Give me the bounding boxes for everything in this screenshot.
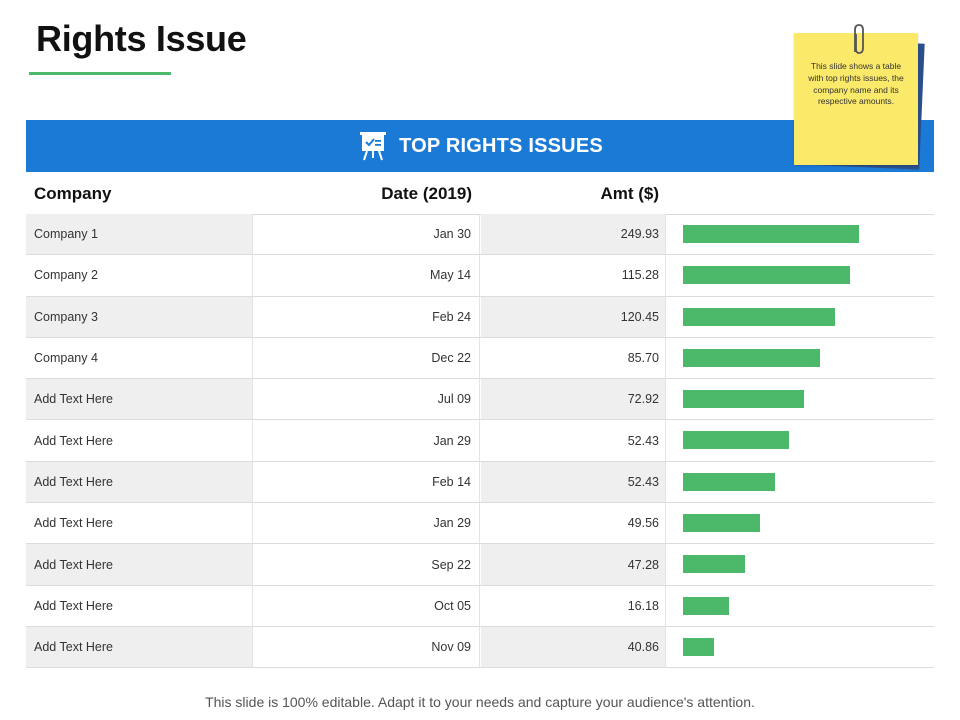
- table-header: Company Date (2019) Amt ($): [26, 172, 934, 215]
- presentation-board-icon: [360, 132, 387, 161]
- table-row: Add Text Here Jan 29 49.56: [26, 503, 934, 545]
- table-banner: TOP RIGHTS ISSUES: [26, 120, 934, 172]
- paperclip-icon: [854, 24, 864, 54]
- table-row: Add Text Here Jul 09 72.92: [26, 379, 934, 421]
- amount-bar: [683, 390, 804, 409]
- company-cell: Add Text Here: [26, 420, 253, 461]
- bar-cell: [667, 462, 934, 502]
- bar-cell: [667, 379, 934, 419]
- date-cell: Nov 09: [254, 626, 480, 668]
- amount-bar: [683, 225, 859, 243]
- table-row: Company 3 Feb 24 120.45: [26, 296, 934, 338]
- date-cell: Jul 09: [254, 379, 480, 420]
- sticky-note-paper: This slide shows a table with top rights…: [794, 33, 918, 165]
- table-row: Add Text Here Jan 29 52.43: [26, 420, 934, 462]
- sticky-note: This slide shows a table with top rights…: [794, 33, 925, 170]
- amount-cell: 72.92: [481, 379, 666, 420]
- table-row: Add Text Here Nov 09 40.86: [26, 626, 934, 669]
- company-cell: Add Text Here: [26, 461, 253, 503]
- footer-note: This slide is 100% editable. Adapt it to…: [205, 694, 755, 710]
- amount-bar: [683, 307, 835, 326]
- bar-cell: [667, 255, 934, 295]
- header-company: Company: [34, 184, 112, 203]
- company-cell: Add Text Here: [26, 585, 253, 626]
- date-cell: Oct 05: [254, 585, 480, 626]
- amount-cell: 16.18: [481, 585, 666, 626]
- amount-bar: [683, 266, 850, 285]
- amount-cell: 47.28: [481, 544, 666, 585]
- page-title: Rights Issue: [36, 18, 247, 59]
- bar-cell: [667, 214, 934, 254]
- bar-cell: [667, 586, 934, 626]
- table-row: Company 1 Jan 30 249.93: [26, 214, 934, 256]
- amount-bar: [683, 514, 760, 533]
- amount-cell: 49.56: [481, 503, 666, 544]
- table-body: Company 1 Jan 30 249.93 Company 2 May 14…: [26, 214, 934, 669]
- bar-cell: [667, 420, 934, 460]
- date-cell: Feb 14: [254, 461, 480, 503]
- amount-cell: 249.93: [481, 214, 666, 255]
- bar-cell: [667, 627, 934, 667]
- amount-cell: 115.28: [481, 255, 666, 296]
- sticky-note-text: This slide shows a table with top rights…: [808, 61, 904, 107]
- bar-cell: [667, 503, 934, 543]
- header-date: Date (2019): [381, 184, 472, 203]
- company-cell: Company 3: [26, 296, 253, 337]
- amount-cell: 40.86: [481, 626, 666, 668]
- date-cell: May 14: [254, 255, 480, 296]
- bar-cell: [667, 544, 934, 584]
- date-cell: Jan 29: [254, 420, 480, 461]
- date-cell: Jan 30: [254, 214, 480, 255]
- table-row: Company 4 Dec 22 85.70: [26, 337, 934, 380]
- date-cell: Dec 22: [254, 337, 480, 379]
- date-cell: Feb 24: [254, 296, 480, 337]
- header-amount: Amt ($): [600, 184, 659, 203]
- table-row: Company 2 May 14 115.28: [26, 255, 934, 297]
- company-cell: Add Text Here: [26, 626, 253, 668]
- amount-bar: [683, 472, 775, 491]
- date-cell: Sep 22: [254, 544, 480, 585]
- company-cell: Company 2: [26, 255, 253, 296]
- company-cell: Add Text Here: [26, 379, 253, 420]
- company-cell: Add Text Here: [26, 503, 253, 544]
- title-underline: [29, 72, 171, 75]
- amount-cell: 85.70: [481, 337, 666, 379]
- company-cell: Add Text Here: [26, 544, 253, 585]
- bar-cell: [667, 338, 934, 378]
- amount-cell: 120.45: [481, 296, 666, 337]
- table-row: Add Text Here Oct 05 16.18: [26, 585, 934, 627]
- amount-bar: [683, 555, 745, 574]
- bar-cell: [667, 297, 934, 337]
- table-row: Add Text Here Sep 22 47.28: [26, 544, 934, 586]
- amount-bar: [683, 637, 714, 656]
- company-cell: Company 1: [26, 214, 253, 255]
- amount-cell: 52.43: [481, 461, 666, 503]
- amount-bar: [683, 348, 820, 367]
- date-cell: Jan 29: [254, 503, 480, 544]
- amount-cell: 52.43: [481, 420, 666, 461]
- banner-title: TOP RIGHTS ISSUES: [399, 134, 603, 157]
- table-row: Add Text Here Feb 14 52.43: [26, 461, 934, 504]
- amount-bar: [683, 596, 729, 615]
- amount-bar: [683, 431, 789, 450]
- company-cell: Company 4: [26, 337, 253, 379]
